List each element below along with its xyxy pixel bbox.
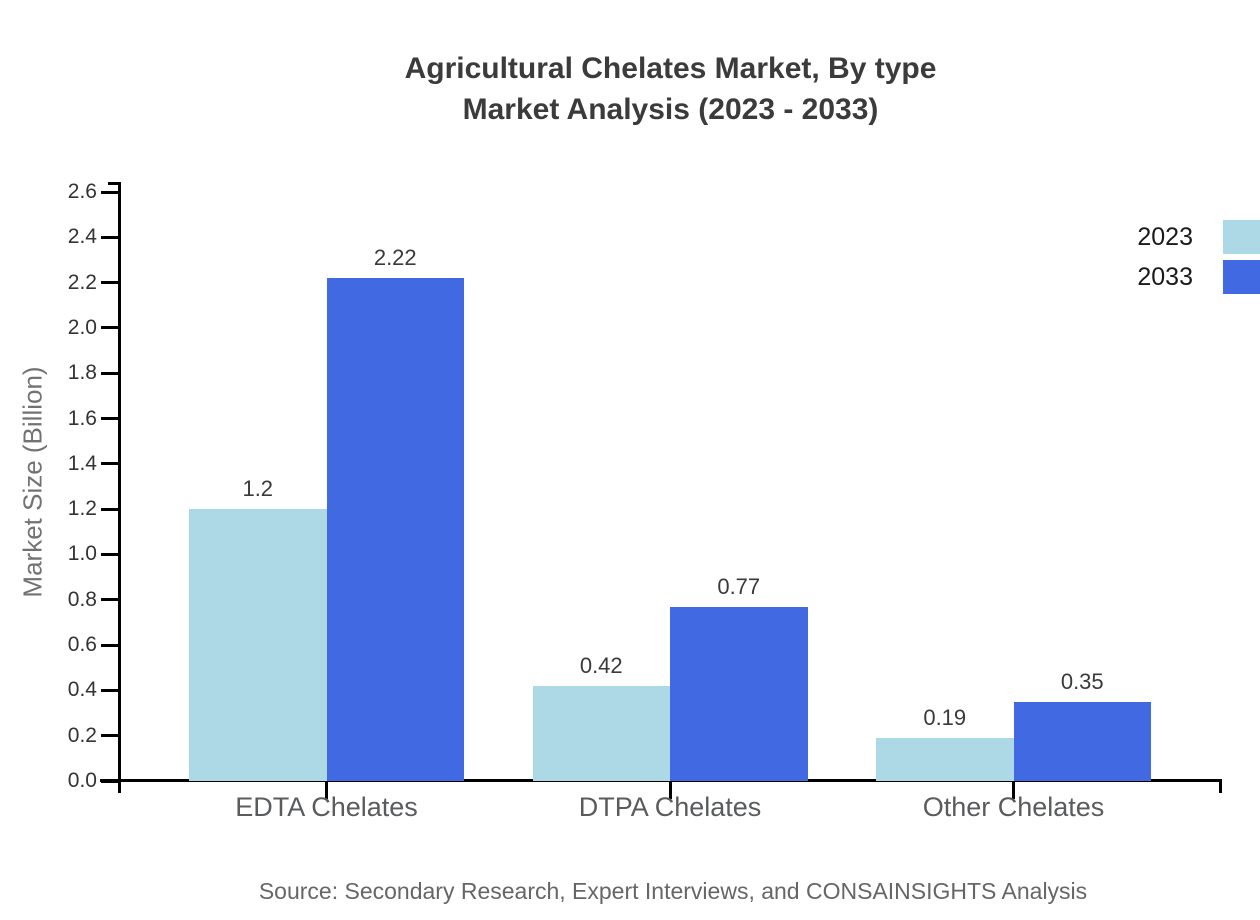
y-tick — [101, 779, 120, 783]
y-tick — [101, 417, 120, 421]
y-tick — [101, 598, 120, 602]
y-tick — [101, 235, 120, 239]
y-tick-label: 1.6 — [67, 406, 97, 430]
chart-title-line2: Market Analysis (2023 - 2033) — [462, 93, 879, 126]
bar-value-label: 0.35 — [1060, 668, 1104, 694]
y-tick — [101, 507, 120, 511]
y-tick — [101, 643, 120, 647]
y-tick — [101, 371, 120, 375]
legend-swatch — [1223, 220, 1260, 254]
x-tick — [1012, 781, 1015, 799]
y-tick-label: 1.2 — [67, 497, 97, 521]
y-tick — [101, 190, 120, 194]
legend-swatch — [1223, 260, 1260, 294]
x-category-label: Other Chelates — [922, 792, 1105, 822]
y-tick-label: 0.2 — [67, 723, 97, 747]
bar-2023-dtpa-chelates — [532, 685, 670, 781]
y-tick — [101, 326, 120, 330]
y-tick-label: 0.8 — [67, 587, 97, 611]
source-note: Source: Secondary Research, Expert Inter… — [258, 878, 1088, 904]
y-tick-label: 0.4 — [67, 678, 97, 702]
chart-title-line1: Agricultural Chelates Market, By type — [404, 52, 937, 85]
x-category-label: EDTA Chelates — [235, 792, 418, 822]
legend-label: 2033 — [1137, 263, 1193, 291]
y-axis-top-cap — [108, 182, 121, 185]
y-tick-label: 0.0 — [67, 769, 97, 792]
y-tick — [101, 552, 120, 556]
y-tick-label: 2.4 — [67, 225, 97, 249]
y-tick-label: 1.4 — [67, 451, 97, 475]
y-tick-label: 1.0 — [67, 542, 97, 566]
bar-value-label: 0.77 — [717, 573, 761, 599]
y-tick — [101, 734, 120, 738]
y-tick-label: 2.6 — [67, 180, 97, 203]
bar-2033-dtpa-chelates — [670, 606, 808, 781]
y-tick — [101, 688, 120, 692]
y-tick — [101, 281, 120, 285]
y-tick-label: 2.0 — [67, 315, 97, 339]
bar-2023-other-chelates — [876, 737, 1014, 781]
y-axis-line — [118, 182, 121, 793]
x-tick — [668, 781, 672, 799]
y-tick-label: 0.6 — [67, 633, 97, 657]
y-tick-label: 1.8 — [67, 361, 97, 385]
bar-2033-edta-chelates — [326, 278, 464, 781]
legend-label: 2023 — [1137, 223, 1193, 251]
bar-2023-edta-chelates — [189, 509, 327, 781]
y-tick — [101, 462, 120, 466]
x-axis-right-cap — [1219, 781, 1222, 793]
x-tick — [325, 781, 328, 799]
bar-value-label: 2.22 — [373, 245, 417, 271]
bar-value-label: 1.2 — [242, 476, 274, 502]
x-category-label: DTPA Chelates — [578, 792, 762, 822]
y-tick-label: 2.2 — [67, 270, 97, 294]
chart-title: Agricultural Chelates Market, By type Ma… — [81, 48, 1260, 130]
bar-2033-other-chelates — [1013, 701, 1151, 781]
bar-value-label: 0.42 — [579, 652, 623, 678]
bar-value-label: 0.19 — [923, 704, 967, 730]
